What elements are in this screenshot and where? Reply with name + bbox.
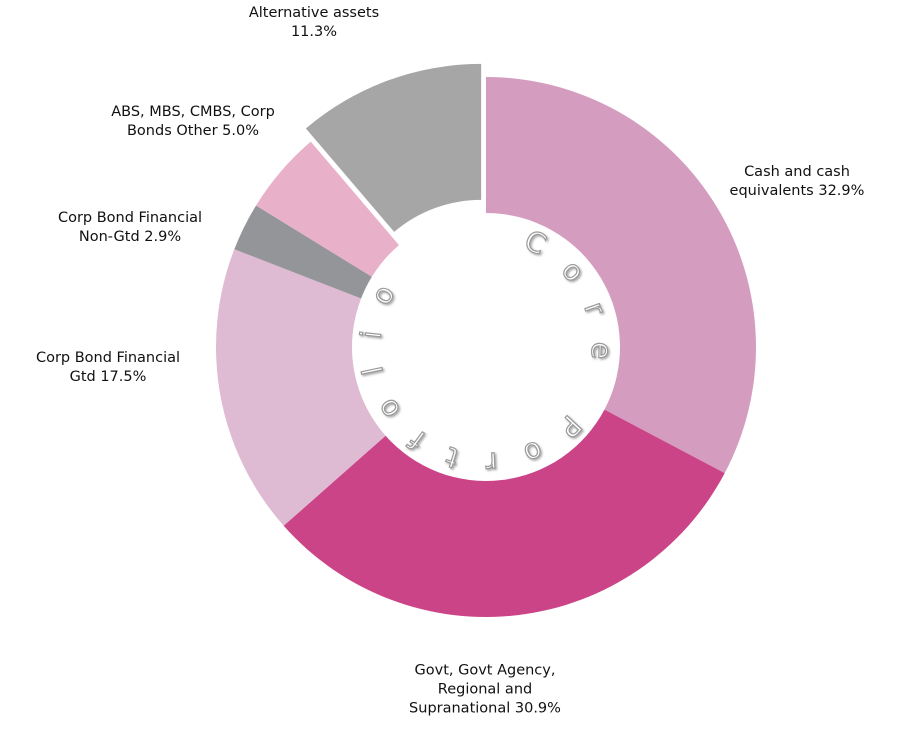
slice — [283, 409, 725, 617]
category-name: ABS, MBS, CMBS, Corp Bonds Other — [111, 104, 275, 139]
slice-label: ABS, MBS, CMBS, Corp Bonds Other 5.0% — [98, 103, 288, 141]
slice — [216, 249, 386, 526]
slice — [305, 63, 482, 232]
category-name: Alternative assets — [248, 5, 380, 21]
slice — [256, 141, 400, 277]
value-label: 2.9% — [144, 229, 182, 245]
slice — [486, 77, 756, 474]
center-text-path: Core Portfolio — [354, 223, 619, 480]
slices — [216, 63, 756, 617]
value-label: 17.5% — [100, 369, 147, 385]
category-name: Corp Bond Financial Non-Gtd — [57, 210, 203, 245]
value-label: 11.3% — [290, 24, 338, 40]
category-name: Cash and cash equivalents — [729, 164, 850, 199]
value-label: 5.0% — [222, 123, 259, 139]
slice-label: Alternative assets 11.3% — [232, 4, 397, 42]
slice — [234, 205, 372, 299]
slice-label: Govt, Govt Agency, Regional and Supranat… — [395, 662, 575, 719]
category-name: Corp Bond Financial Gtd — [35, 350, 181, 385]
slice-label: Corp Bond Financial Non-Gtd 2.9% — [48, 209, 213, 247]
category-name: Govt, Govt Agency, Regional and Supranat… — [409, 662, 556, 717]
slice-label: Corp Bond Financial Gtd 17.5% — [23, 349, 193, 387]
value-label: 32.9% — [818, 183, 865, 199]
value-label: 30.9% — [514, 700, 561, 717]
center-text: Core Portfolio — [354, 223, 618, 479]
slice-label: Cash and cash equivalents 32.9% — [710, 163, 885, 201]
